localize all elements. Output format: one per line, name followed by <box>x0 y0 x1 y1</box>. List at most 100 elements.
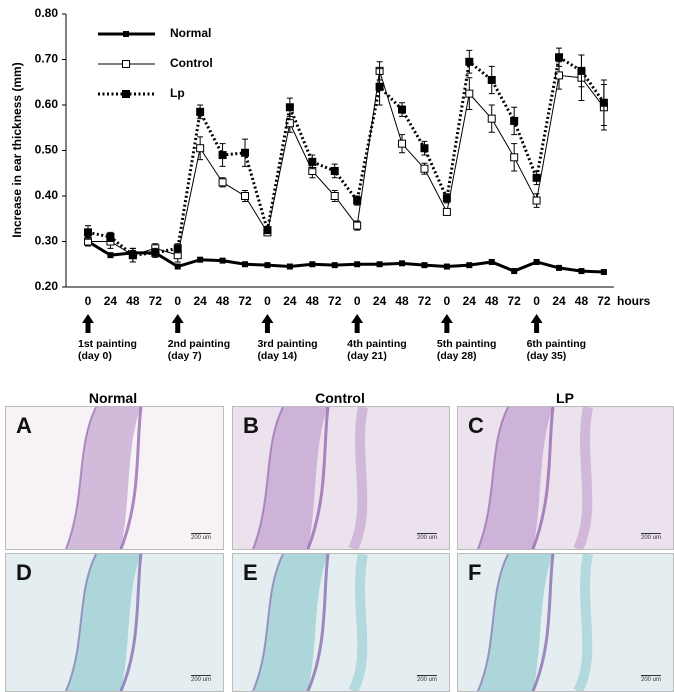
data-point <box>285 103 294 112</box>
y-tick-label: 0.80 <box>35 6 59 20</box>
tissue <box>65 407 143 549</box>
data-point <box>241 192 250 200</box>
y-axis-label: Increase in ear thickness (mm) <box>10 62 24 237</box>
data-point <box>151 248 160 257</box>
data-point <box>578 268 585 275</box>
data-point <box>173 244 182 253</box>
data-point <box>218 151 227 160</box>
micrograph: A 200 um <box>5 406 224 550</box>
series-line <box>87 240 604 274</box>
legend-marker <box>122 90 130 98</box>
arrow <box>530 314 543 333</box>
arrow <box>261 314 274 333</box>
data-point <box>465 57 474 66</box>
data-point <box>487 114 496 123</box>
arrow <box>351 314 364 333</box>
column-header: Normal <box>88 390 138 406</box>
scale-bar: 200 um <box>416 675 437 683</box>
x-tick-label: 72 <box>418 294 432 308</box>
data-point <box>399 260 406 267</box>
scale-bar: 200 um <box>640 533 661 541</box>
data-point <box>510 116 519 125</box>
annotation: (day 14) <box>257 350 297 362</box>
column-header: LP <box>556 390 574 406</box>
data-point <box>511 268 518 275</box>
data-point <box>420 144 429 153</box>
data-point <box>263 226 272 235</box>
data-point <box>488 258 495 265</box>
y-tick-label: 0.60 <box>35 97 59 111</box>
y-tick-label: 0.40 <box>35 188 59 202</box>
legend-marker <box>122 60 130 68</box>
x-tick-label: 24 <box>373 294 387 308</box>
data-point <box>330 166 339 175</box>
data-point <box>398 105 407 114</box>
x-tick-label: 0 <box>354 294 361 308</box>
micrograph: C 200 um <box>457 406 674 550</box>
annotation: 2nd painting <box>168 338 230 350</box>
data-point <box>331 262 338 269</box>
data-point <box>577 66 586 75</box>
y-tick-label: 0.30 <box>35 234 59 248</box>
x-axis-label: hours <box>617 294 651 308</box>
x-tick-label: 24 <box>552 294 566 308</box>
panel-letter: E <box>243 560 258 585</box>
annotation: (day 0) <box>78 350 112 362</box>
x-tick-label: 0 <box>85 294 92 308</box>
x-tick-label: 48 <box>395 294 409 308</box>
micrograph: B 200 um <box>232 406 450 550</box>
micrograph: F 200 um <box>457 553 674 692</box>
data-point <box>376 261 383 268</box>
data-point <box>466 262 473 269</box>
tissue <box>252 407 368 549</box>
annotation: (day 21) <box>347 350 387 362</box>
data-point <box>128 251 137 260</box>
legend-marker <box>123 31 129 37</box>
series-line <box>88 70 605 256</box>
series-line <box>87 54 606 257</box>
micrograph: E 200 um <box>232 553 450 692</box>
x-tick-label: 48 <box>575 294 589 308</box>
y-tick-label: 0.20 <box>35 279 59 293</box>
data-point <box>242 261 249 268</box>
x-tick-label: 24 <box>283 294 297 308</box>
scale-bar: 200 um <box>416 533 437 541</box>
arrow <box>171 314 184 333</box>
legend-label: Lp <box>170 86 185 100</box>
x-tick-label: 24 <box>104 294 118 308</box>
data-point <box>107 252 114 259</box>
panel-letter: D <box>16 560 32 585</box>
x-tick-label: 0 <box>264 294 271 308</box>
scale-bar: 200 um <box>190 533 211 541</box>
x-tick-label: 72 <box>238 294 252 308</box>
chart: Increase in ear thickness (mm) hours 0.2… <box>10 6 651 362</box>
data-point <box>420 164 429 173</box>
data-point <box>599 98 608 107</box>
data-point <box>241 148 250 157</box>
annotation: 1st painting <box>78 338 137 350</box>
data-point <box>443 263 450 270</box>
x-tick-label: 0 <box>174 294 181 308</box>
x-tick-label: 72 <box>507 294 521 308</box>
data-point <box>555 71 564 80</box>
tissue <box>65 554 143 691</box>
legend-label: Normal <box>170 26 211 40</box>
x-tick-label: 48 <box>306 294 320 308</box>
panel-letter: C <box>468 413 484 438</box>
data-point <box>196 107 205 116</box>
x-tick-label: 0 <box>533 294 540 308</box>
x-tick-label: 72 <box>597 294 611 308</box>
data-point <box>421 262 428 269</box>
annotation: (day 7) <box>168 350 202 362</box>
data-point <box>196 144 205 153</box>
data-point <box>218 178 227 187</box>
tissue <box>252 554 368 691</box>
annotation: 4th painting <box>347 338 407 350</box>
data-point <box>533 258 540 265</box>
data-point <box>532 196 541 205</box>
panel-letter: B <box>243 413 259 438</box>
x-tick-label: 24 <box>193 294 207 308</box>
x-tick-label: 48 <box>216 294 230 308</box>
tissue <box>477 554 593 691</box>
